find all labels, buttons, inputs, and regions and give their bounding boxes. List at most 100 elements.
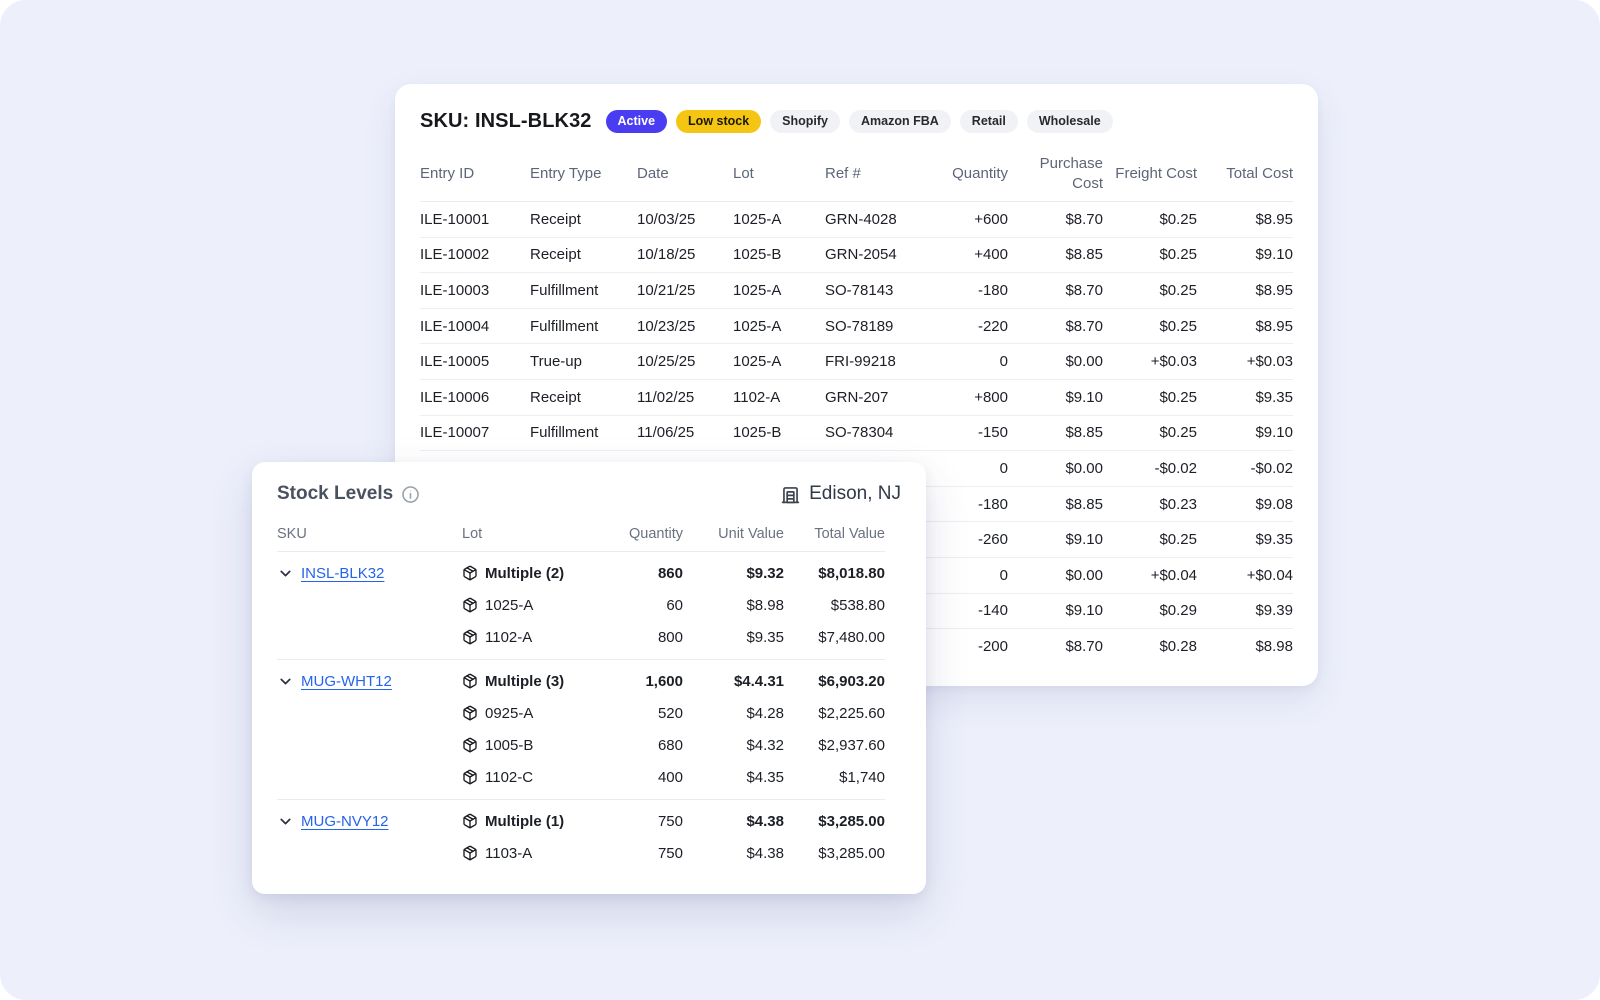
info-icon[interactable] [401, 485, 420, 504]
stock-levels-card: Stock Levels Edison, NJ SKU Lot Quantity Un… [252, 462, 926, 894]
chevron-down-icon[interactable] [277, 813, 294, 830]
ledger-cell: 10/03/25 [637, 210, 696, 228]
ledger-cell: -180 [977, 495, 1008, 513]
ledger-cell: 0 [999, 566, 1008, 584]
summary-quantity-cell: 860 [657, 564, 683, 582]
summary-lot-cell: Multiple (2) [462, 565, 612, 582]
ledger-cell: +$0.03 [1246, 353, 1293, 371]
ledger-cell: $9.35 [1255, 531, 1293, 549]
ledger-cell: $8.70 [1065, 210, 1103, 228]
ledger-column-header: Ref # [825, 164, 861, 182]
lot-quantity-cell: 400 [657, 768, 683, 786]
ledger-cell: $0.00 [1065, 353, 1103, 371]
lot-cell: 1102-C [462, 769, 612, 786]
lot-quantity-cell: 60 [666, 596, 683, 614]
ledger-column-header: Entry ID [420, 164, 475, 182]
ledger-cell: +$0.04 [1246, 566, 1293, 584]
lot-unit-value-cell: $4.28 [746, 704, 784, 722]
package-icon [462, 813, 478, 829]
ledger-cell: 11/06/25 [637, 424, 695, 442]
ledger-row: ILE-10001 Receipt 10/03/25 1025-A GRN-4028 +6… [420, 202, 1293, 238]
lot-total-value-cell: $2,225.60 [818, 704, 885, 722]
ledger-cell: Receipt [530, 246, 581, 264]
ledger-cell: +$0.03 [1150, 353, 1197, 371]
ledger-cell: 1025-A [733, 281, 782, 299]
summary-lot-cell: Multiple (3) [462, 673, 612, 690]
ledger-cell: $8.70 [1065, 281, 1103, 299]
ledger-cell: $9.10 [1065, 531, 1103, 549]
ledger-cell: +400 [974, 246, 1008, 264]
ledger-cell: 1025-A [733, 353, 782, 371]
ledger-cell: $9.10 [1065, 602, 1103, 620]
chevron-down-icon[interactable] [277, 565, 294, 582]
summary-total-value-cell: $8,018.80 [818, 564, 885, 582]
lot-unit-value-cell: $4.38 [746, 844, 784, 862]
ledger-cell: $8.95 [1255, 281, 1293, 299]
sku-cell: INSL-BLK32 [277, 565, 462, 582]
stock-lot-row: 1102-A 800 $9.35 $7,480.00 [277, 621, 885, 653]
ledger-cell: $0.25 [1159, 246, 1197, 264]
ledger-column-header: Lot [733, 164, 754, 182]
summary-unit-value-cell: $4.38 [746, 812, 784, 830]
lot-total-value-cell: $1,740 [839, 768, 885, 786]
badge-wholesale: Wholesale [1026, 110, 1113, 133]
ledger-cell: $0.28 [1159, 637, 1197, 655]
package-icon [462, 673, 478, 689]
ledger-cell: $9.10 [1255, 424, 1293, 442]
ledger-cell: ILE-10002 [420, 246, 490, 264]
ledger-cell: 1025-A [733, 317, 782, 335]
ledger-cell: SO-78189 [825, 317, 894, 335]
ledger-cell: ILE-10004 [420, 317, 490, 335]
ledger-cell: ILE-10003 [420, 281, 490, 299]
ledger-cell: 1025-B [733, 246, 782, 264]
ledger-cell: +600 [974, 210, 1008, 228]
badge-active: Active [605, 110, 668, 133]
ledger-cell: $8.95 [1255, 317, 1293, 335]
ledger-cell: $9.39 [1255, 602, 1293, 620]
sku-cell: MUG-WHT12 [277, 673, 462, 690]
ledger-cell: Receipt [530, 210, 581, 228]
ledger-cell: $0.25 [1159, 424, 1197, 442]
ledger-column-header: Freight Cost [1115, 164, 1197, 182]
stock-group: MUG-WHT12 Multiple (3) 1,600 $4.4.31 $6,903.… [277, 659, 885, 799]
chevron-down-icon[interactable] [277, 673, 294, 690]
ledger-column-header: Date [637, 164, 669, 182]
ledger-cell: $8.70 [1065, 637, 1103, 655]
ledger-column-header: Purchase Cost [1039, 154, 1103, 192]
ledger-cell: 10/23/25 [637, 317, 696, 335]
ledger-cell: -180 [977, 281, 1008, 299]
ledger-cell: SO-78304 [825, 424, 894, 442]
ledger-cell: $0.25 [1159, 531, 1197, 549]
stock-column-header: SKU [277, 526, 307, 542]
ledger-cell: $0.25 [1159, 210, 1197, 228]
ledger-cell: $9.35 [1255, 388, 1293, 406]
ledger-cell: $8.85 [1065, 424, 1103, 442]
lot-cell: 1103-A [462, 845, 612, 862]
sku-link[interactable]: MUG-WHT12 [301, 672, 392, 690]
badge-low-stock: Low stock [676, 110, 762, 133]
stock-group-row: MUG-NVY12 Multiple (1) 750 $4.38 $3,285.00 [277, 805, 885, 837]
ledger-cell: GRN-2054 [825, 246, 897, 264]
ledger-cell: $9.08 [1255, 495, 1293, 513]
package-icon [462, 565, 478, 581]
badge-retail: Retail [959, 110, 1018, 133]
sku-title: SKU: INSL-BLK32 [420, 110, 592, 132]
lot-total-value-cell: $2,937.60 [818, 736, 885, 754]
ledger-row: ILE-10003 Fulfillment 10/21/25 1025-A SO-781… [420, 273, 1293, 309]
stock-group: MUG-NVY12 Multiple (1) 750 $4.38 $3,285.00 11… [277, 799, 885, 875]
stock-group: INSL-BLK32 Multiple (2) 860 $9.32 $8,018.80 1… [277, 552, 885, 659]
ledger-cell: $8.98 [1255, 637, 1293, 655]
ledger-cell: $0.25 [1159, 281, 1197, 299]
lot-cell: 1005-B [462, 737, 612, 754]
sku-link[interactable]: INSL-BLK32 [301, 564, 385, 582]
ledger-cell: $9.10 [1065, 388, 1103, 406]
ledger-cell: $0.25 [1159, 388, 1197, 406]
stock-lot-row: 1103-A 750 $4.38 $3,285.00 [277, 837, 885, 869]
ledger-cell: 11/02/25 [637, 388, 695, 406]
stock-group-row: INSL-BLK32 Multiple (2) 860 $9.32 $8,018.80 [277, 557, 885, 589]
sku-link[interactable]: MUG-NVY12 [301, 812, 389, 830]
ledger-row: ILE-10002 Receipt 10/18/25 1025-B GRN-2054 +4… [420, 238, 1293, 274]
ledger-cell: ILE-10001 [420, 210, 490, 228]
ledger-row: ILE-10005 True-up 10/25/25 1025-A FRI-99218 0… [420, 344, 1293, 380]
summary-quantity-cell: 1,600 [645, 672, 683, 690]
